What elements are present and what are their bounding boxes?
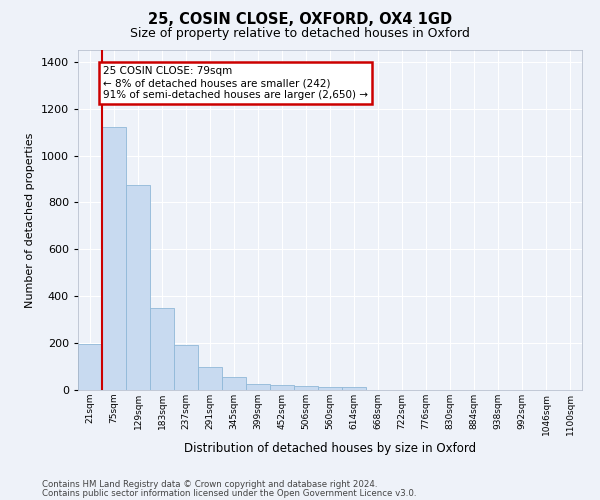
Text: Contains public sector information licensed under the Open Government Licence v3: Contains public sector information licen… [42,489,416,498]
Bar [246,384,270,390]
Bar [198,366,222,390]
Bar [102,128,126,390]
Bar [174,346,198,390]
Bar [270,385,294,390]
Bar [318,387,342,390]
X-axis label: Distribution of detached houses by size in Oxford: Distribution of detached houses by size … [184,442,476,455]
Y-axis label: Number of detached properties: Number of detached properties [25,132,35,308]
Text: Contains HM Land Registry data © Crown copyright and database right 2024.: Contains HM Land Registry data © Crown c… [42,480,377,489]
Bar [294,386,318,390]
Bar [126,185,150,390]
Bar [78,344,102,390]
Text: 25, COSIN CLOSE, OXFORD, OX4 1GD: 25, COSIN CLOSE, OXFORD, OX4 1GD [148,12,452,28]
Text: Size of property relative to detached houses in Oxford: Size of property relative to detached ho… [130,28,470,40]
Text: 25 COSIN CLOSE: 79sqm
← 8% of detached houses are smaller (242)
91% of semi-deta: 25 COSIN CLOSE: 79sqm ← 8% of detached h… [103,66,368,100]
Bar [342,387,366,390]
Bar [150,308,174,390]
Bar [222,377,246,390]
